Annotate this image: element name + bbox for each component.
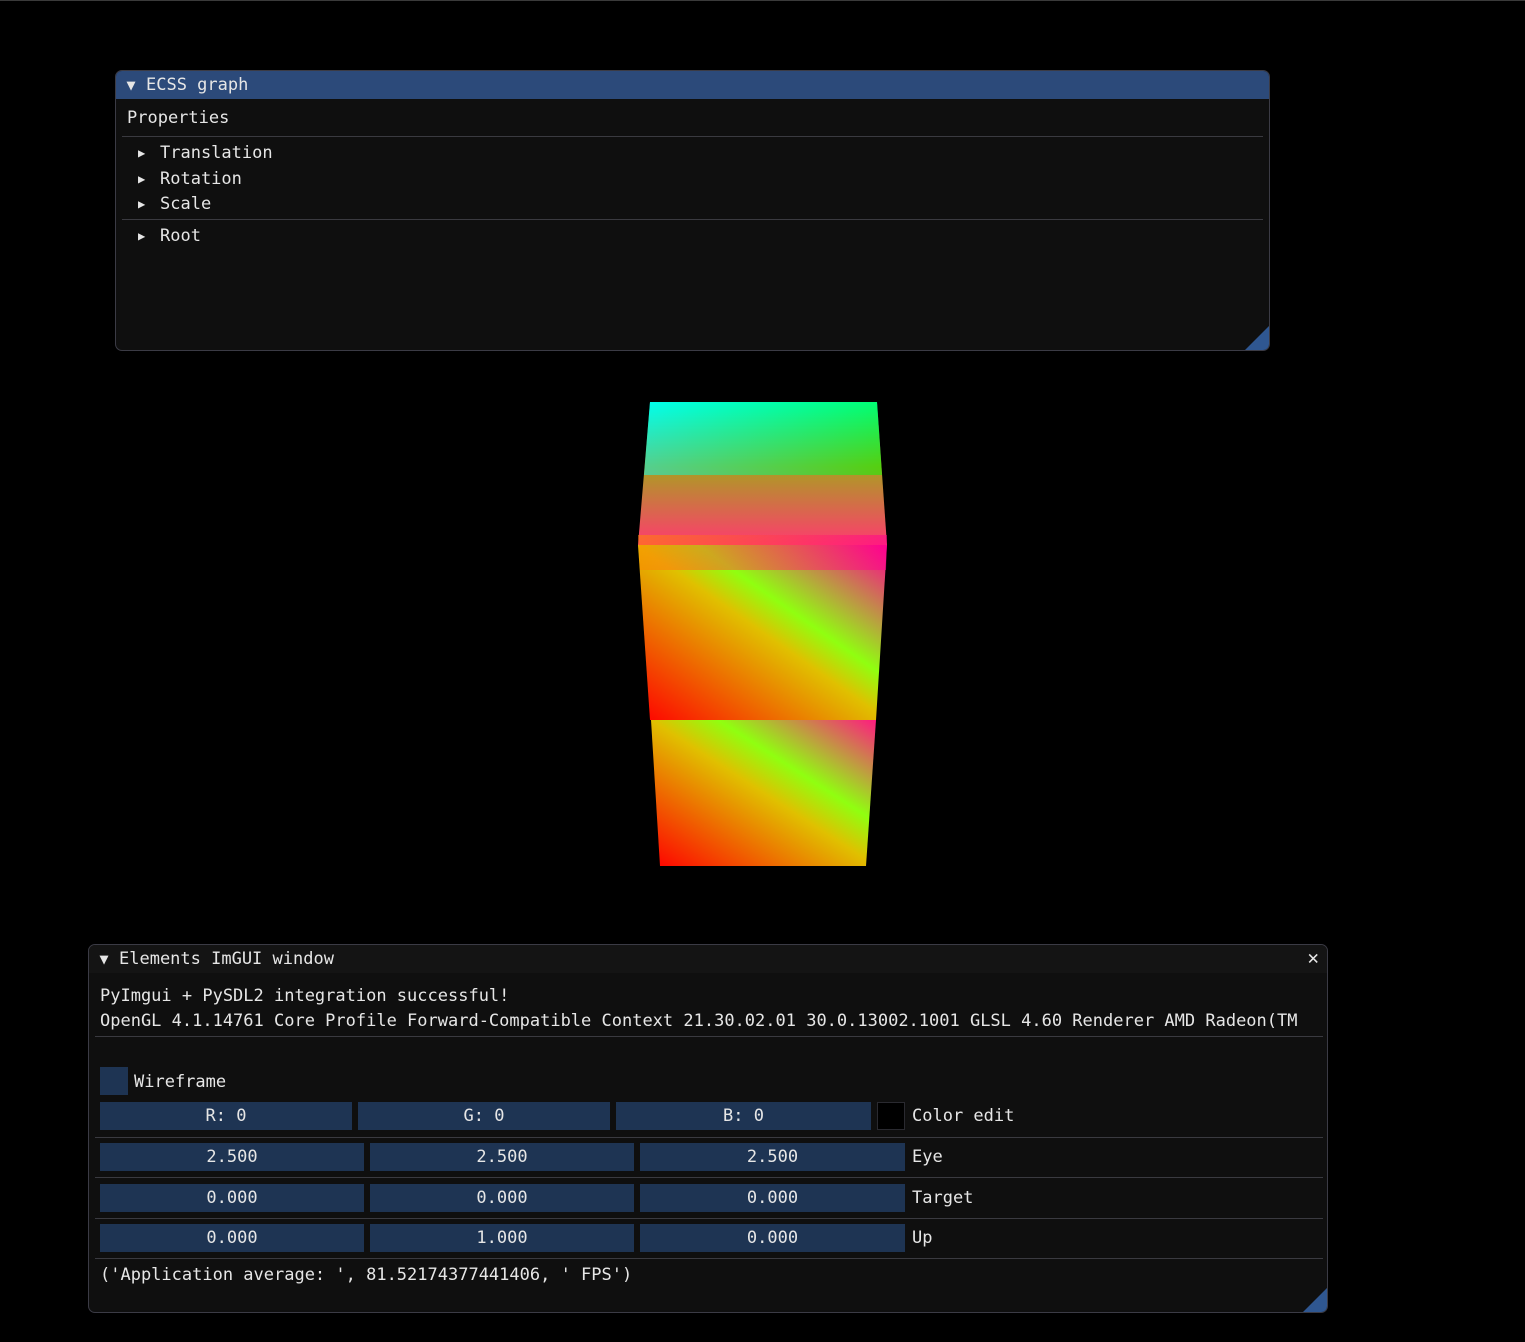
color-divider [95, 1137, 1323, 1138]
up-x-field[interactable]: 0.000 [100, 1224, 364, 1252]
target-z-field[interactable]: 0.000 [640, 1184, 905, 1212]
expand-arrow-icon: ▶ [138, 171, 146, 186]
properties-label: Properties [127, 108, 230, 128]
upper-face-tint [644, 402, 882, 475]
color-swatch[interactable] [877, 1102, 905, 1130]
up-divider [95, 1258, 1323, 1259]
elements-imgui-window: ▼ Elements ImGUI window ✕ PyImgui + PySD… [88, 944, 1328, 1313]
up-label: Up [912, 1228, 933, 1248]
up-y-field[interactable]: 1.000 [370, 1224, 634, 1252]
expand-arrow-icon: ▶ [138, 196, 146, 211]
fps-text: ('Application average: ', 81.52174377441… [100, 1265, 633, 1285]
tree-node-label: Root [160, 225, 201, 246]
tree-node-root[interactable]: ▶ Root [138, 223, 1269, 248]
eye-y-field[interactable]: 2.500 [370, 1143, 634, 1171]
collapse-arrow-icon[interactable]: ▼ [126, 76, 136, 94]
tree-node-label: Scale [160, 193, 212, 214]
elements-title-bar[interactable]: ▼ Elements ImGUI window ✕ [89, 945, 1327, 973]
eye-x-field[interactable]: 2.500 [100, 1143, 364, 1171]
ecss-title-bar[interactable]: ▼ ECSS graph [116, 71, 1269, 99]
info-divider [95, 1036, 1323, 1037]
integration-status-label: PyImgui + PySDL2 integration successful! [100, 986, 510, 1006]
color-r-field[interactable]: R: 0 [100, 1102, 352, 1130]
lower-face [651, 720, 876, 866]
opengl-info-text: OpenGL 4.1.14761 Core Profile Forward-Co… [100, 1008, 1323, 1034]
wireframe-label: Wireframe [134, 1072, 227, 1092]
eye-label: Eye [912, 1147, 943, 1167]
opengl-info-label: OpenGL 4.1.14761 Core Profile Forward-Co… [100, 1011, 1298, 1031]
expand-arrow-icon: ▶ [138, 145, 146, 160]
middle-band-tint [638, 535, 887, 570]
expand-arrow-icon: ▶ [138, 228, 146, 243]
target-y-field[interactable]: 0.000 [370, 1184, 634, 1212]
close-icon[interactable]: ✕ [1307, 947, 1319, 969]
elements-window-title: Elements ImGUI window [119, 949, 334, 969]
tree-node-label: Translation [160, 142, 273, 163]
ecss-window-title: ECSS graph [146, 75, 249, 95]
integration-status-text: PyImgui + PySDL2 integration successful! [100, 983, 1327, 1009]
target-divider [95, 1218, 1323, 1219]
color-g-field[interactable]: G: 0 [358, 1102, 610, 1130]
resize-grip-icon[interactable] [1245, 326, 1269, 350]
ecss-graph-window: ▼ ECSS graph Properties ▶ Translation ▶ … [115, 70, 1270, 351]
color-b-field[interactable]: B: 0 [616, 1102, 871, 1130]
middle-face [638, 545, 887, 720]
color-edit-label: Color edit [912, 1106, 1015, 1126]
tree-node-translation[interactable]: ▶ Translation [138, 140, 1269, 165]
eye-z-field[interactable]: 2.500 [640, 1143, 905, 1171]
up-z-field[interactable]: 0.000 [640, 1224, 905, 1252]
wireframe-checkbox[interactable] [100, 1067, 128, 1095]
screen-top-border [0, 0, 1525, 1]
tree-node-rotation[interactable]: ▶ Rotation [138, 166, 1269, 191]
properties-divider [122, 136, 1263, 137]
target-x-field[interactable]: 0.000 [100, 1184, 364, 1212]
tree-node-label: Rotation [160, 168, 242, 189]
eye-divider [95, 1177, 1323, 1178]
properties-header: Properties [127, 108, 1269, 128]
tree-node-scale[interactable]: ▶ Scale [138, 191, 1269, 216]
rendered-3d-object [638, 402, 887, 866]
root-divider [122, 219, 1263, 220]
fps-readout: ('Application average: ', 81.52174377441… [100, 1262, 1327, 1288]
collapse-arrow-icon[interactable]: ▼ [99, 950, 109, 968]
target-label: Target [912, 1188, 974, 1208]
resize-grip-icon[interactable] [1303, 1288, 1327, 1312]
